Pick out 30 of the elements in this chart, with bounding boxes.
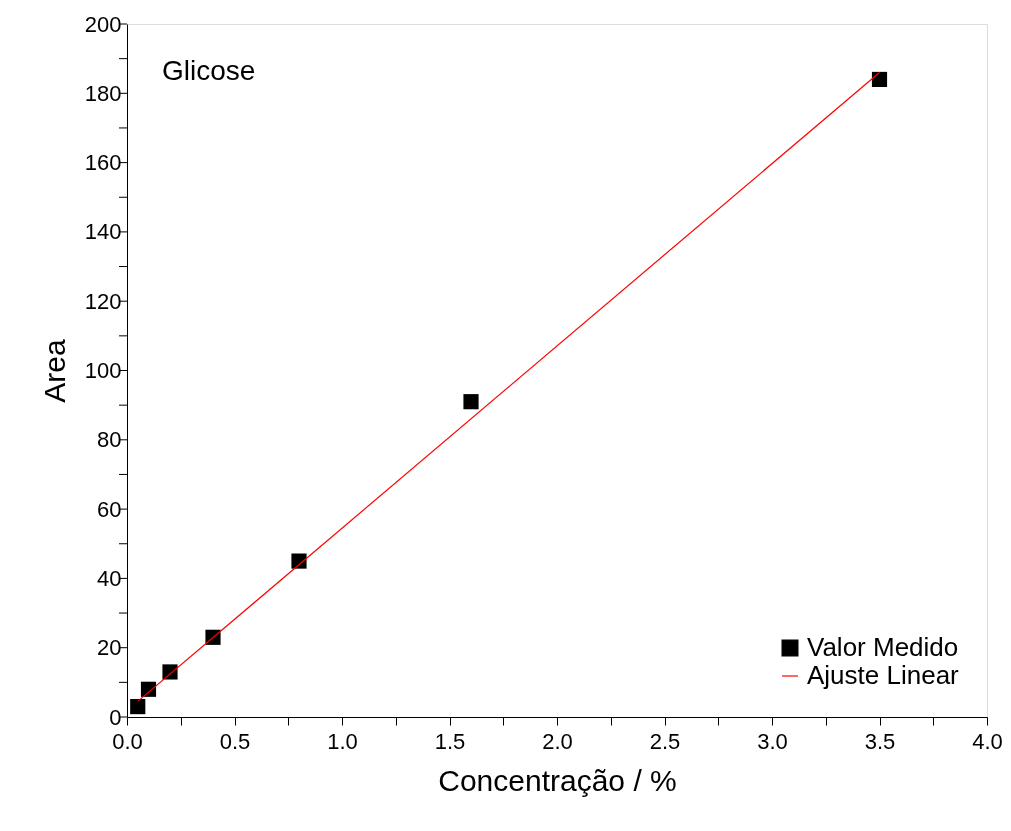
- y-tick-label: 140: [84, 219, 122, 245]
- y-tick-label: 0: [109, 704, 122, 730]
- y-axis-title: Area: [37, 339, 71, 403]
- y-tick-label: 160: [84, 150, 122, 176]
- x-tick-label: 1.0: [327, 728, 358, 754]
- legend-label: Ajuste Linear: [807, 660, 960, 690]
- x-tick-label: 4.0: [972, 728, 1003, 754]
- y-tick-label: 20: [97, 635, 122, 661]
- y-tick-label: 100: [84, 358, 122, 383]
- x-axis-title: Concentração / %: [438, 763, 677, 797]
- y-tick-label: 60: [97, 496, 122, 522]
- y-tick-label: 40: [97, 565, 122, 591]
- y-tick-label: 80: [97, 427, 122, 453]
- x-tick-label: 2.5: [649, 728, 681, 754]
- point: [162, 664, 178, 680]
- x-tick-label: 2.0: [542, 728, 573, 754]
- x-tick-label: 0.5: [219, 728, 251, 754]
- y-tick-label: 120: [84, 288, 122, 314]
- y-tick-label: 180: [84, 80, 122, 106]
- point: [291, 553, 307, 569]
- annotation: Glicose: [162, 55, 256, 86]
- point: [871, 71, 888, 88]
- x-tick-label: 3.0: [757, 728, 788, 754]
- x-tick-label: 1.5: [434, 728, 466, 754]
- point: [130, 699, 146, 715]
- y-tick-label: 200: [84, 11, 122, 37]
- x-tick-label: 3.5: [864, 728, 896, 754]
- point: [463, 394, 479, 410]
- legend-label: Valor Medido: [807, 632, 959, 662]
- x-tick-label: 0.0: [112, 728, 143, 754]
